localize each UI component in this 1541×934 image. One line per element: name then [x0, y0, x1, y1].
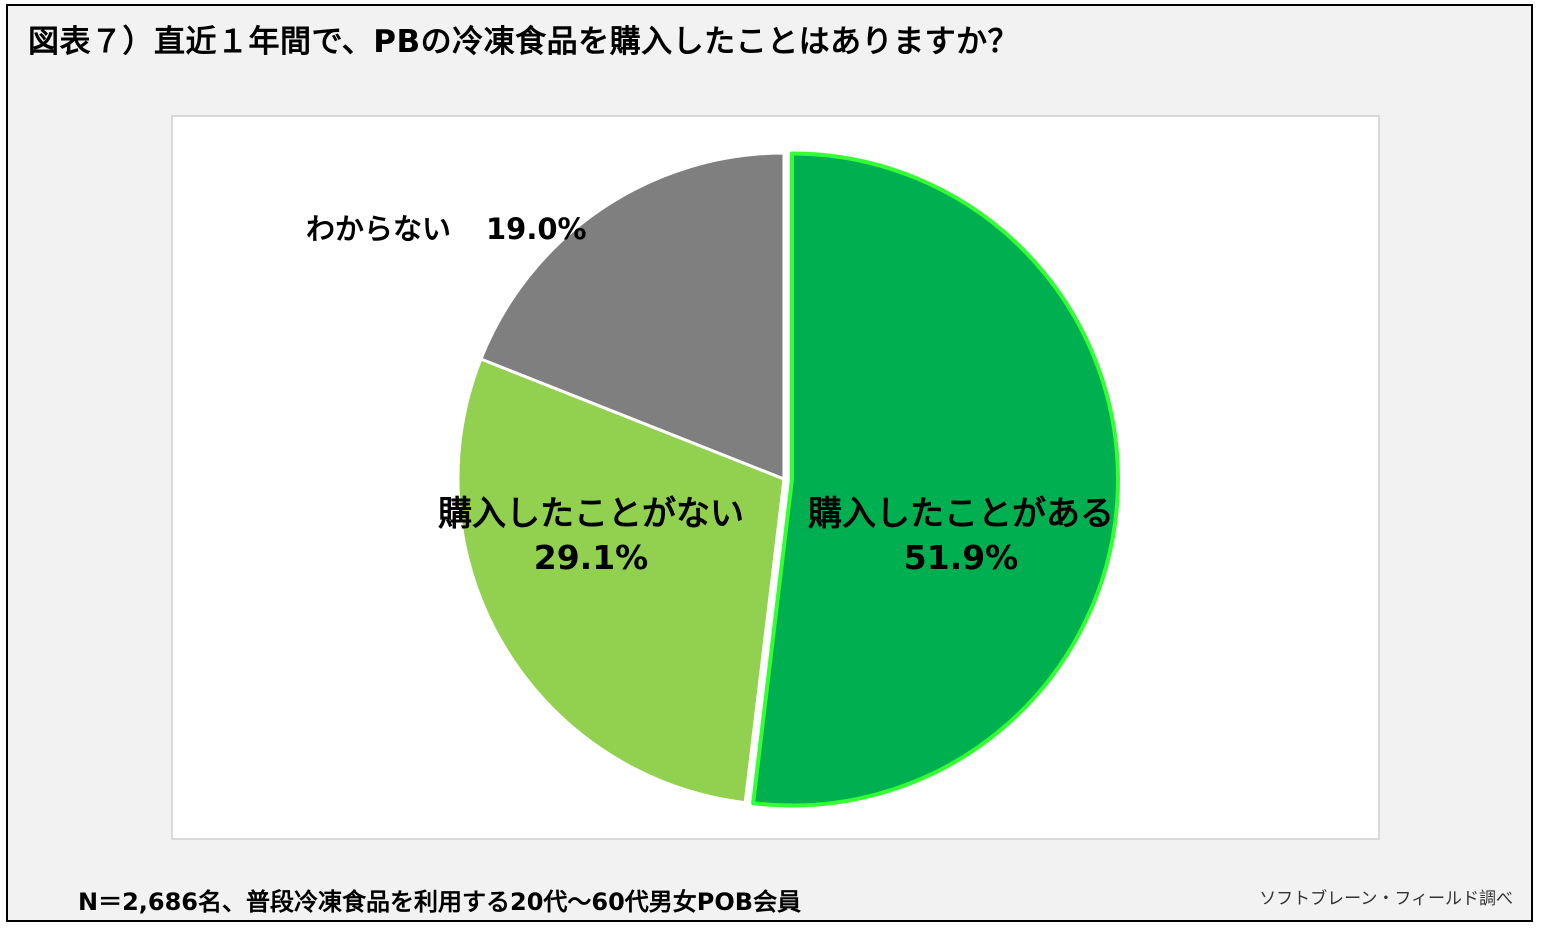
slice-label-not-purchased: 購入したことがない — [438, 494, 744, 534]
source-credit: ソフトブレーン・フィールド調べ — [1259, 889, 1513, 909]
slice-not-purchased — [456, 357, 786, 805]
chart-title: 図表７）直近１年間で、PBの冷凍食品を購入したことはありますか？ — [28, 24, 1020, 60]
slice-unknown — [479, 151, 786, 481]
slice-label-unknown: わからない — [306, 212, 451, 246]
pie-chart: 購入したことがある 51.9% 購入したことがない 29.1% わからない 19… — [306, 151, 1120, 808]
pie-labels: 購入したことがある 51.9% 購入したことがない 29.1% わからない 19… — [306, 212, 1114, 577]
slice-purchased — [751, 151, 1120, 808]
slice-label-purchased: 購入したことがある — [808, 494, 1114, 534]
footnote: N＝2,686名、普段冷凍食品を利用する20代〜60代男女POB会員 — [78, 888, 802, 916]
pie-slices — [456, 151, 1120, 808]
slice-value-unknown: 19.0% — [486, 212, 587, 246]
slice-value-not-purchased: 29.1% — [534, 538, 649, 577]
slice-value-purchased: 51.9% — [904, 538, 1019, 577]
chart-frame: 図表７）直近１年間で、PBの冷凍食品を購入したことはありますか？ 購入したことが… — [6, 4, 1533, 922]
plot-area: 購入したことがある 51.9% 購入したことがない 29.1% わからない 19… — [171, 115, 1380, 840]
